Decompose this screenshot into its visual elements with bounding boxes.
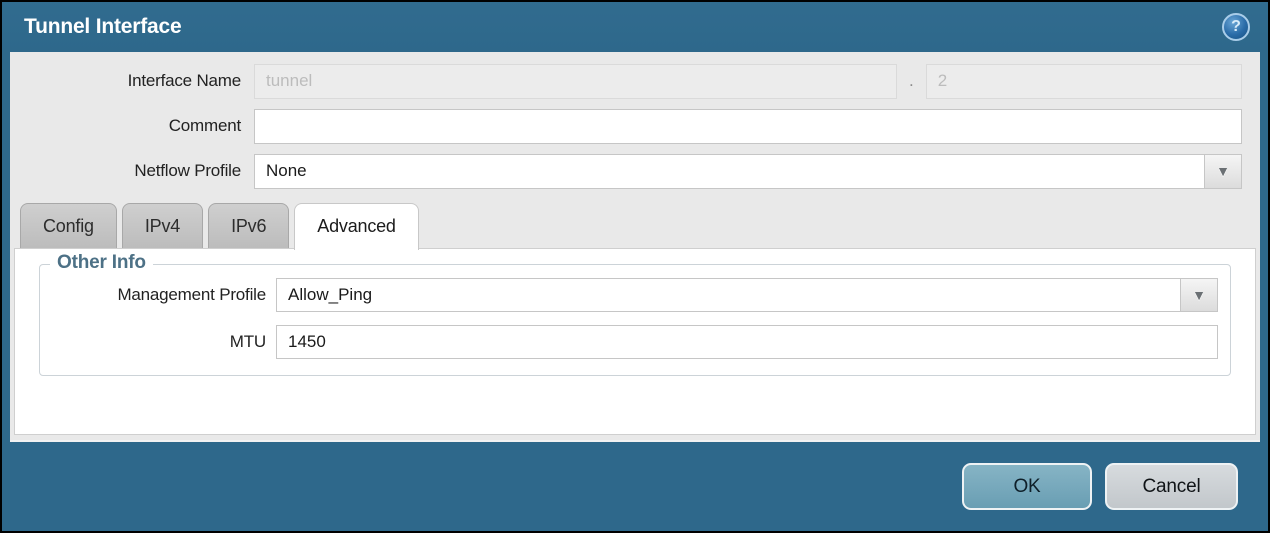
chevron-down-icon: ▼ [1216,163,1230,179]
netflow-profile-row: Netflow Profile ▼ [10,153,1242,189]
netflow-profile-input[interactable] [254,153,1205,189]
other-info-fieldset: Other Info Management Profile ▼ MTU [39,252,1231,376]
subinterface-separator: . [909,71,914,90]
subinterface-number-input [925,63,1242,99]
mtu-input[interactable] [276,325,1218,359]
management-profile-dropdown-button[interactable]: ▼ [1181,278,1218,312]
cancel-button[interactable]: Cancel [1105,463,1238,510]
management-profile-input[interactable] [276,278,1181,312]
dialog-footer: OK Cancel [2,442,1268,531]
interface-name-base-input [254,63,897,99]
comment-label: Comment [168,116,241,135]
mtu-row: MTU [52,325,1218,359]
dialog-body: Interface Name . Comment Netflow Profile… [10,52,1260,442]
mtu-label: MTU [229,332,266,351]
help-icon[interactable]: ? [1222,13,1250,41]
title-bar: Tunnel Interface ? [2,2,1268,52]
interface-name-label: Interface Name [127,71,242,90]
tab-ipv4[interactable]: IPv4 [121,203,204,248]
chevron-down-icon: ▼ [1192,287,1206,303]
tab-config[interactable]: Config [20,203,117,248]
tab-advanced[interactable]: Advanced [294,203,419,250]
page-title: Tunnel Interface [24,15,182,38]
advanced-tab-panel: Other Info Management Profile ▼ MTU [14,248,1256,435]
management-profile-label: Management Profile [117,285,266,304]
netflow-profile-label: Netflow Profile [134,161,241,180]
other-info-legend: Other Info [50,252,153,274]
comment-row: Comment [10,108,1242,144]
comment-input[interactable] [254,108,1242,144]
netflow-profile-dropdown-button[interactable]: ▼ [1205,153,1242,189]
ok-button[interactable]: OK [962,463,1092,510]
interface-name-row: Interface Name . [10,63,1242,99]
tab-bar: Config IPv4 IPv6 Advanced [20,203,1256,250]
tab-ipv6[interactable]: IPv6 [208,203,290,248]
management-profile-row: Management Profile ▼ [52,278,1218,312]
